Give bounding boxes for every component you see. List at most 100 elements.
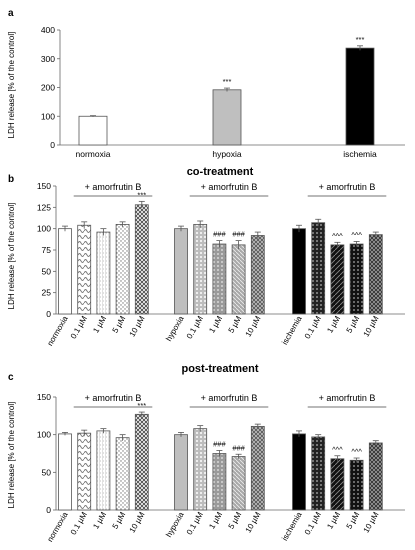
panel-c-bar	[174, 434, 188, 511]
panel-c-bar	[330, 458, 345, 511]
panel-b-category-label: 10 µM	[128, 314, 147, 338]
panel-b-y-tick-label: 25	[42, 288, 52, 298]
panel-c-significance-label: ###	[232, 443, 245, 452]
panel-c-bar	[193, 428, 208, 511]
panel-c-bar	[368, 442, 383, 511]
panel-c-y-tick-label: 150	[37, 392, 51, 402]
panel-c-category-label: 0.1 µM	[69, 510, 89, 536]
panel-a-significance-label: ***	[356, 35, 365, 44]
panel-c-y-tick-label: 100	[37, 430, 51, 440]
panel-b-bar	[77, 224, 92, 315]
panel-c-category-label: 0.1 µM	[303, 510, 323, 536]
panel-b-y-tick-label: 100	[37, 224, 51, 234]
panel-c-category-label: 1 µM	[207, 510, 224, 530]
panel-c-category-label: hypoxia	[164, 510, 186, 539]
panel-b-category-label: 0.1 µM	[185, 314, 205, 340]
post-treatment-title: post-treatment	[181, 363, 258, 375]
panel-a-bar	[345, 47, 375, 146]
panel-b-bar	[349, 243, 364, 315]
panel-a-y-axis-title: LDH release [% of the control]	[7, 32, 16, 139]
panel-b-bar	[330, 244, 345, 315]
panel-c-bar	[58, 433, 72, 511]
panel-b-bar	[311, 222, 326, 315]
panel-c-category-label: 5 µM	[345, 510, 362, 530]
panel-b-significance-label: ^^^	[351, 230, 362, 239]
panel-b-bar	[250, 235, 265, 315]
panel-c-bar	[134, 413, 149, 511]
panel-a-category-label: hypoxia	[212, 149, 242, 159]
panel-c-letter: c	[8, 372, 14, 383]
panel-c-category-label: normoxia	[45, 510, 70, 543]
panel-b-treatment-bracket-label: + amorfrutin B	[85, 182, 142, 192]
panel-c-category-label: 1 µM	[91, 510, 108, 530]
panel-c-category-label: 1 µM	[325, 510, 342, 530]
panel-c-bar	[311, 436, 326, 511]
panel-b-category-label: 10 µM	[362, 314, 381, 338]
panel-b-bar	[134, 204, 149, 315]
panel-b-bar	[174, 228, 188, 315]
panel-a-bar	[78, 115, 108, 146]
panel-b-category-label: 1 µM	[91, 314, 108, 334]
panel-b-bar	[231, 244, 246, 315]
panel-c-category-label: 10 µM	[244, 510, 263, 534]
panel-c-bar	[349, 459, 364, 511]
panel-b-category-label: hypoxia	[164, 314, 186, 343]
panel-b-significance-label: ###	[232, 230, 245, 239]
panel-c-category-label: 10 µM	[128, 510, 147, 534]
panel-b-treatment-bracket-label: + amorfrutin B	[319, 182, 376, 192]
panel-c-significance-label: ***	[137, 401, 146, 410]
panel-b-category-label: normoxia	[45, 314, 70, 347]
panel-c-category-label: ischemia	[280, 510, 304, 542]
panel-a-y-tick-label: 200	[41, 83, 55, 93]
panel-b-y-tick-label: 50	[42, 266, 52, 276]
panel-c-treatment-bracket-label: + amorfrutin B	[201, 393, 258, 403]
panel-a-y-tick-label: 300	[41, 54, 55, 64]
panel-c-significance-label: ^^^	[351, 447, 362, 456]
panel-c-bar	[96, 430, 111, 511]
panel-c-bar	[77, 432, 92, 511]
panel-b-treatment-bracket-label: + amorfrutin B	[201, 182, 258, 192]
panel-a-y-tick-label: 400	[41, 25, 55, 35]
panel-c-treatment-bracket-label: + amorfrutin B	[319, 393, 376, 403]
panel-b-bar	[58, 228, 72, 315]
panel-b-category-label: 0.1 µM	[303, 314, 323, 340]
panel-c-treatment-bracket-label: + amorfrutin B	[85, 393, 142, 403]
panel-b-category-label: 5 µM	[111, 314, 128, 334]
panel-c-bar	[212, 453, 227, 511]
panel-b-y-tick-label: 125	[37, 202, 51, 212]
panel-c-y-axis-title: LDH release [% of the control]	[7, 402, 16, 509]
panel-c-category-label: 10 µM	[362, 510, 381, 534]
panel-b-category-label: 1 µM	[207, 314, 224, 334]
panel-b-bar	[368, 234, 383, 315]
panel-b-y-tick-label: 150	[37, 181, 51, 191]
panel-c-significance-label: ###	[213, 439, 226, 448]
panel-a-category-label: normoxia	[76, 149, 111, 159]
panel-c-bar	[292, 433, 306, 511]
panel-b-y-axis-title: LDH release [% of the control]	[7, 203, 16, 310]
panel-c-category-label: 5 µM	[227, 510, 244, 530]
panel-a-significance-label: ***	[223, 77, 232, 86]
panel-b-bar	[212, 243, 227, 315]
panel-c-y-tick-label: 0	[46, 505, 51, 515]
panel-b-category-label: 0.1 µM	[69, 314, 89, 340]
panel-c-significance-label: ^^^	[332, 445, 343, 454]
panel-b-y-tick-label: 75	[42, 245, 52, 255]
panel-a-letter: a	[8, 8, 14, 19]
panel-c-y-tick-label: 50	[42, 467, 52, 477]
panel-b-category-label: ischemia	[280, 314, 304, 346]
panel-b-bar	[292, 228, 306, 315]
panel-c-bar	[115, 437, 130, 511]
panel-b-bar	[96, 231, 111, 315]
panel-b-bar	[193, 223, 208, 315]
panel-b-significance-label: ^^^	[332, 231, 343, 240]
panel-b-y-tick-label: 0	[46, 309, 51, 319]
panel-a-bar	[212, 89, 242, 146]
co-treatment-title: co-treatment	[187, 166, 254, 178]
panel-b-category-label: 5 µM	[227, 314, 244, 334]
panel-a-category-label: ischemia	[343, 149, 377, 159]
panel-b-category-label: 5 µM	[345, 314, 362, 334]
panel-a-y-tick-label: 100	[41, 111, 55, 121]
panel-a-y-tick-label: 0	[50, 140, 55, 150]
panel-b-category-label: 10 µM	[244, 314, 263, 338]
